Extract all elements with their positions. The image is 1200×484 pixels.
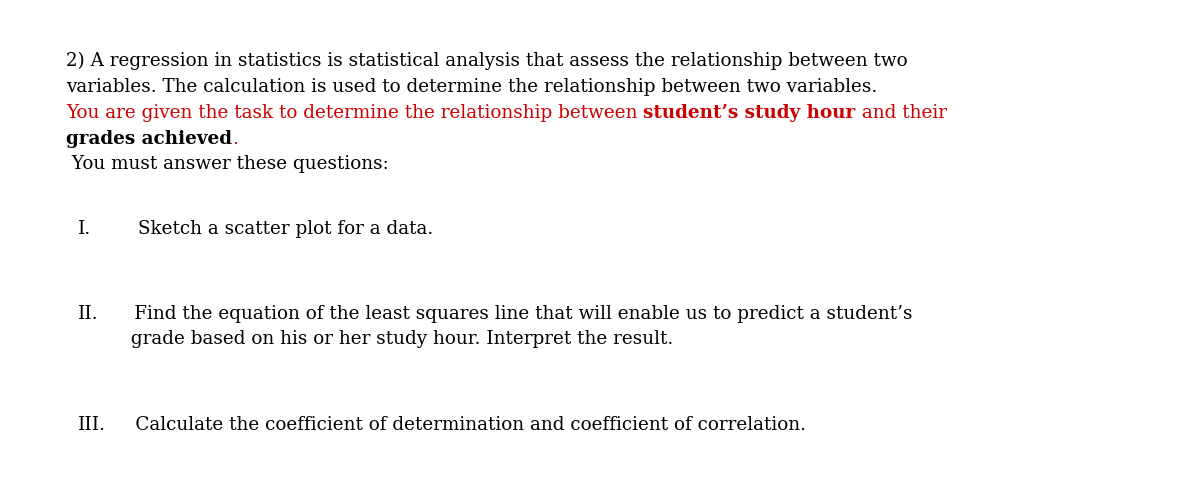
Text: variables. The calculation is used to determine the relationship between two var: variables. The calculation is used to de… bbox=[66, 78, 877, 96]
Text: .: . bbox=[232, 130, 238, 148]
Text: and their: and their bbox=[856, 104, 947, 122]
Text: You must answer these questions:: You must answer these questions: bbox=[66, 155, 389, 173]
Text: II.: II. bbox=[78, 305, 98, 323]
Text: III.: III. bbox=[78, 416, 106, 434]
Text: You are given the task to determine the relationship between: You are given the task to determine the … bbox=[66, 104, 643, 122]
Text: I.: I. bbox=[78, 220, 91, 238]
Text: student’s study hour: student’s study hour bbox=[643, 104, 856, 122]
Text: grades achieved: grades achieved bbox=[66, 130, 232, 148]
Text: Sketch a scatter plot for a data.: Sketch a scatter plot for a data. bbox=[91, 220, 433, 238]
Text: 2) A regression in statistics is statistical analysis that assess the relationsh: 2) A regression in statistics is statist… bbox=[66, 52, 907, 70]
Text: Find the equation of the least squares line that will enable us to predict a stu: Find the equation of the least squares l… bbox=[98, 305, 912, 323]
Text: grade based on his or her study hour. Interpret the result.: grade based on his or her study hour. In… bbox=[78, 330, 673, 348]
Text: Calculate the coefficient of determination and coefficient of correlation.: Calculate the coefficient of determinati… bbox=[106, 416, 806, 434]
